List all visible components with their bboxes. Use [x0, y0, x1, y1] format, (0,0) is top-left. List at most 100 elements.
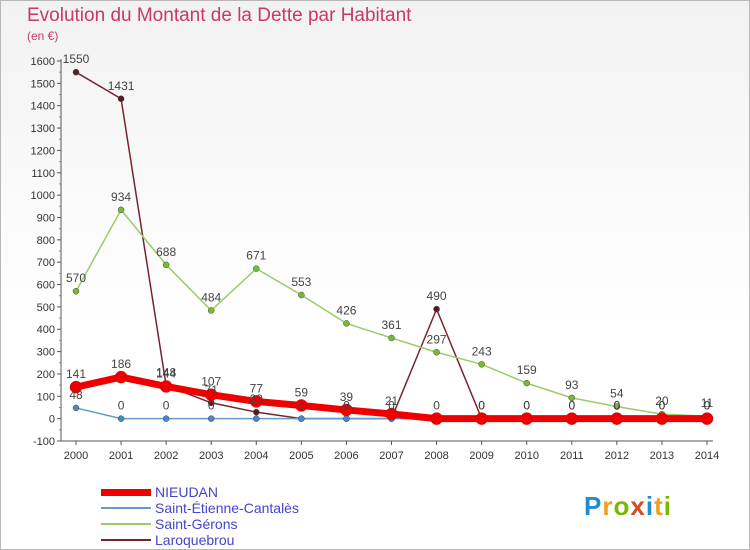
- data-label: 934: [111, 190, 131, 204]
- data-point: [295, 399, 308, 412]
- data-label: 11: [701, 396, 714, 410]
- data-label: 243: [472, 344, 492, 358]
- data-point: [298, 291, 305, 299]
- data-label: 141: [66, 367, 86, 381]
- data-point: [520, 412, 533, 425]
- legend-item-laroquebrou: Laroquebrou: [101, 532, 401, 549]
- legend-swatch: [101, 488, 151, 496]
- legend-label: Saint-Étienne-Cantalès: [155, 500, 299, 516]
- data-label: 0: [614, 399, 621, 413]
- data-label: 361: [381, 318, 401, 332]
- x-tick-label: 2009: [469, 450, 493, 462]
- y-tick-label: 500: [37, 302, 55, 314]
- data-label: 0: [704, 399, 711, 413]
- data-label: 553: [291, 275, 311, 289]
- data-point: [253, 408, 260, 416]
- data-label: 0: [343, 399, 350, 413]
- data-point: [565, 412, 579, 425]
- x-tick-label: 2014: [695, 450, 719, 462]
- legend-swatch: [101, 539, 151, 541]
- x-tick-label: 2008: [424, 450, 448, 462]
- data-point: [478, 361, 485, 368]
- y-tick-label: -100: [33, 436, 55, 448]
- data-point: [430, 412, 443, 425]
- logo-letter: r: [602, 491, 614, 521]
- logo-letter: o: [613, 491, 631, 521]
- proxiti-logo: Proxiti: [584, 491, 672, 522]
- data-label: 93: [565, 378, 579, 392]
- data-label: 0: [208, 399, 215, 413]
- x-tick-label: 2010: [514, 450, 538, 462]
- data-point: [72, 404, 80, 412]
- data-point: [388, 334, 395, 342]
- data-labels: 1550 1431 148 71 29 0 0 0 490 0 0 0 0 0 0 570 934 688 484 6…: [63, 52, 714, 412]
- y-tick-label: 400: [37, 324, 55, 336]
- y-tick-label: 1300: [31, 123, 55, 135]
- y-tick-label: 200: [37, 369, 55, 381]
- data-point: [159, 380, 173, 393]
- legend: NIEUDAN Saint-Étienne-Cantalès Saint-Gér…: [101, 484, 401, 549]
- data-label: 0: [523, 399, 530, 413]
- data-label: 77: [250, 381, 264, 395]
- y-tick-label: 1600: [31, 56, 55, 68]
- data-point: [610, 412, 624, 425]
- data-point: [162, 415, 170, 422]
- data-label: 0: [659, 399, 666, 413]
- data-label: 54: [610, 387, 624, 401]
- data-label: 21: [385, 394, 399, 408]
- y-tick-label: 900: [37, 212, 55, 224]
- data-label: 0: [163, 399, 170, 413]
- data-label: 148: [156, 366, 176, 380]
- data-point: [655, 412, 669, 425]
- legend-label: Laroquebrou: [155, 532, 235, 548]
- data-label: 39: [340, 390, 354, 404]
- y-tick-label: 1000: [31, 190, 55, 202]
- x-tick-label: 2003: [199, 450, 223, 462]
- x-tick-label: 2001: [109, 450, 133, 462]
- chart-subtitle: (en €): [27, 29, 59, 43]
- data-point: [433, 349, 440, 356]
- data-label: 0: [523, 399, 530, 413]
- data-label: 20: [655, 394, 669, 408]
- legend-swatch: [101, 507, 151, 509]
- x-tick-label: 2005: [289, 450, 313, 462]
- legend-item-saint-gerons: Saint-Gérons: [101, 516, 401, 533]
- y-tick-label: 600: [37, 280, 55, 292]
- series-saint-gerons: [72, 206, 711, 420]
- data-label: 570: [66, 271, 86, 285]
- y-tick-label: 300: [37, 347, 55, 359]
- y-tick-label: 100: [37, 391, 55, 403]
- data-label: 0: [433, 399, 440, 413]
- data-point: [117, 415, 125, 422]
- chart-title: Evolution du Montant de la Dette par Hab…: [27, 5, 412, 26]
- data-label: 0: [568, 399, 575, 413]
- series-layer: [69, 68, 714, 425]
- data-point: [207, 307, 215, 314]
- data-point: [117, 206, 125, 214]
- data-label: 0: [118, 399, 125, 413]
- data-label: 1550: [63, 52, 90, 66]
- logo-letter: i: [663, 491, 672, 521]
- x-tick-label: 2011: [560, 450, 584, 462]
- legend-swatch: [101, 523, 151, 525]
- y-tick-label: 800: [37, 235, 55, 247]
- data-label: 29: [250, 392, 264, 406]
- data-label: 0: [298, 399, 305, 413]
- logo-letter: t: [654, 491, 664, 521]
- data-label: 0: [704, 399, 711, 413]
- data-label: 0: [478, 399, 485, 413]
- data-label: 0: [659, 399, 666, 413]
- data-label: 688: [156, 245, 176, 259]
- data-label: 297: [427, 332, 447, 346]
- y-tick-label: 1500: [31, 78, 55, 90]
- data-label: 671: [246, 249, 266, 263]
- data-label: 144: [156, 366, 176, 380]
- data-label: 1431: [108, 79, 135, 93]
- legend-label: NIEUDAN: [155, 484, 219, 500]
- data-label: 0: [388, 399, 395, 413]
- y-tick-label: 700: [37, 257, 55, 269]
- data-point: [475, 412, 488, 425]
- legend-label: Saint-Gérons: [155, 516, 238, 532]
- logo-letter: x: [630, 491, 646, 521]
- series-nieudan: [69, 370, 714, 425]
